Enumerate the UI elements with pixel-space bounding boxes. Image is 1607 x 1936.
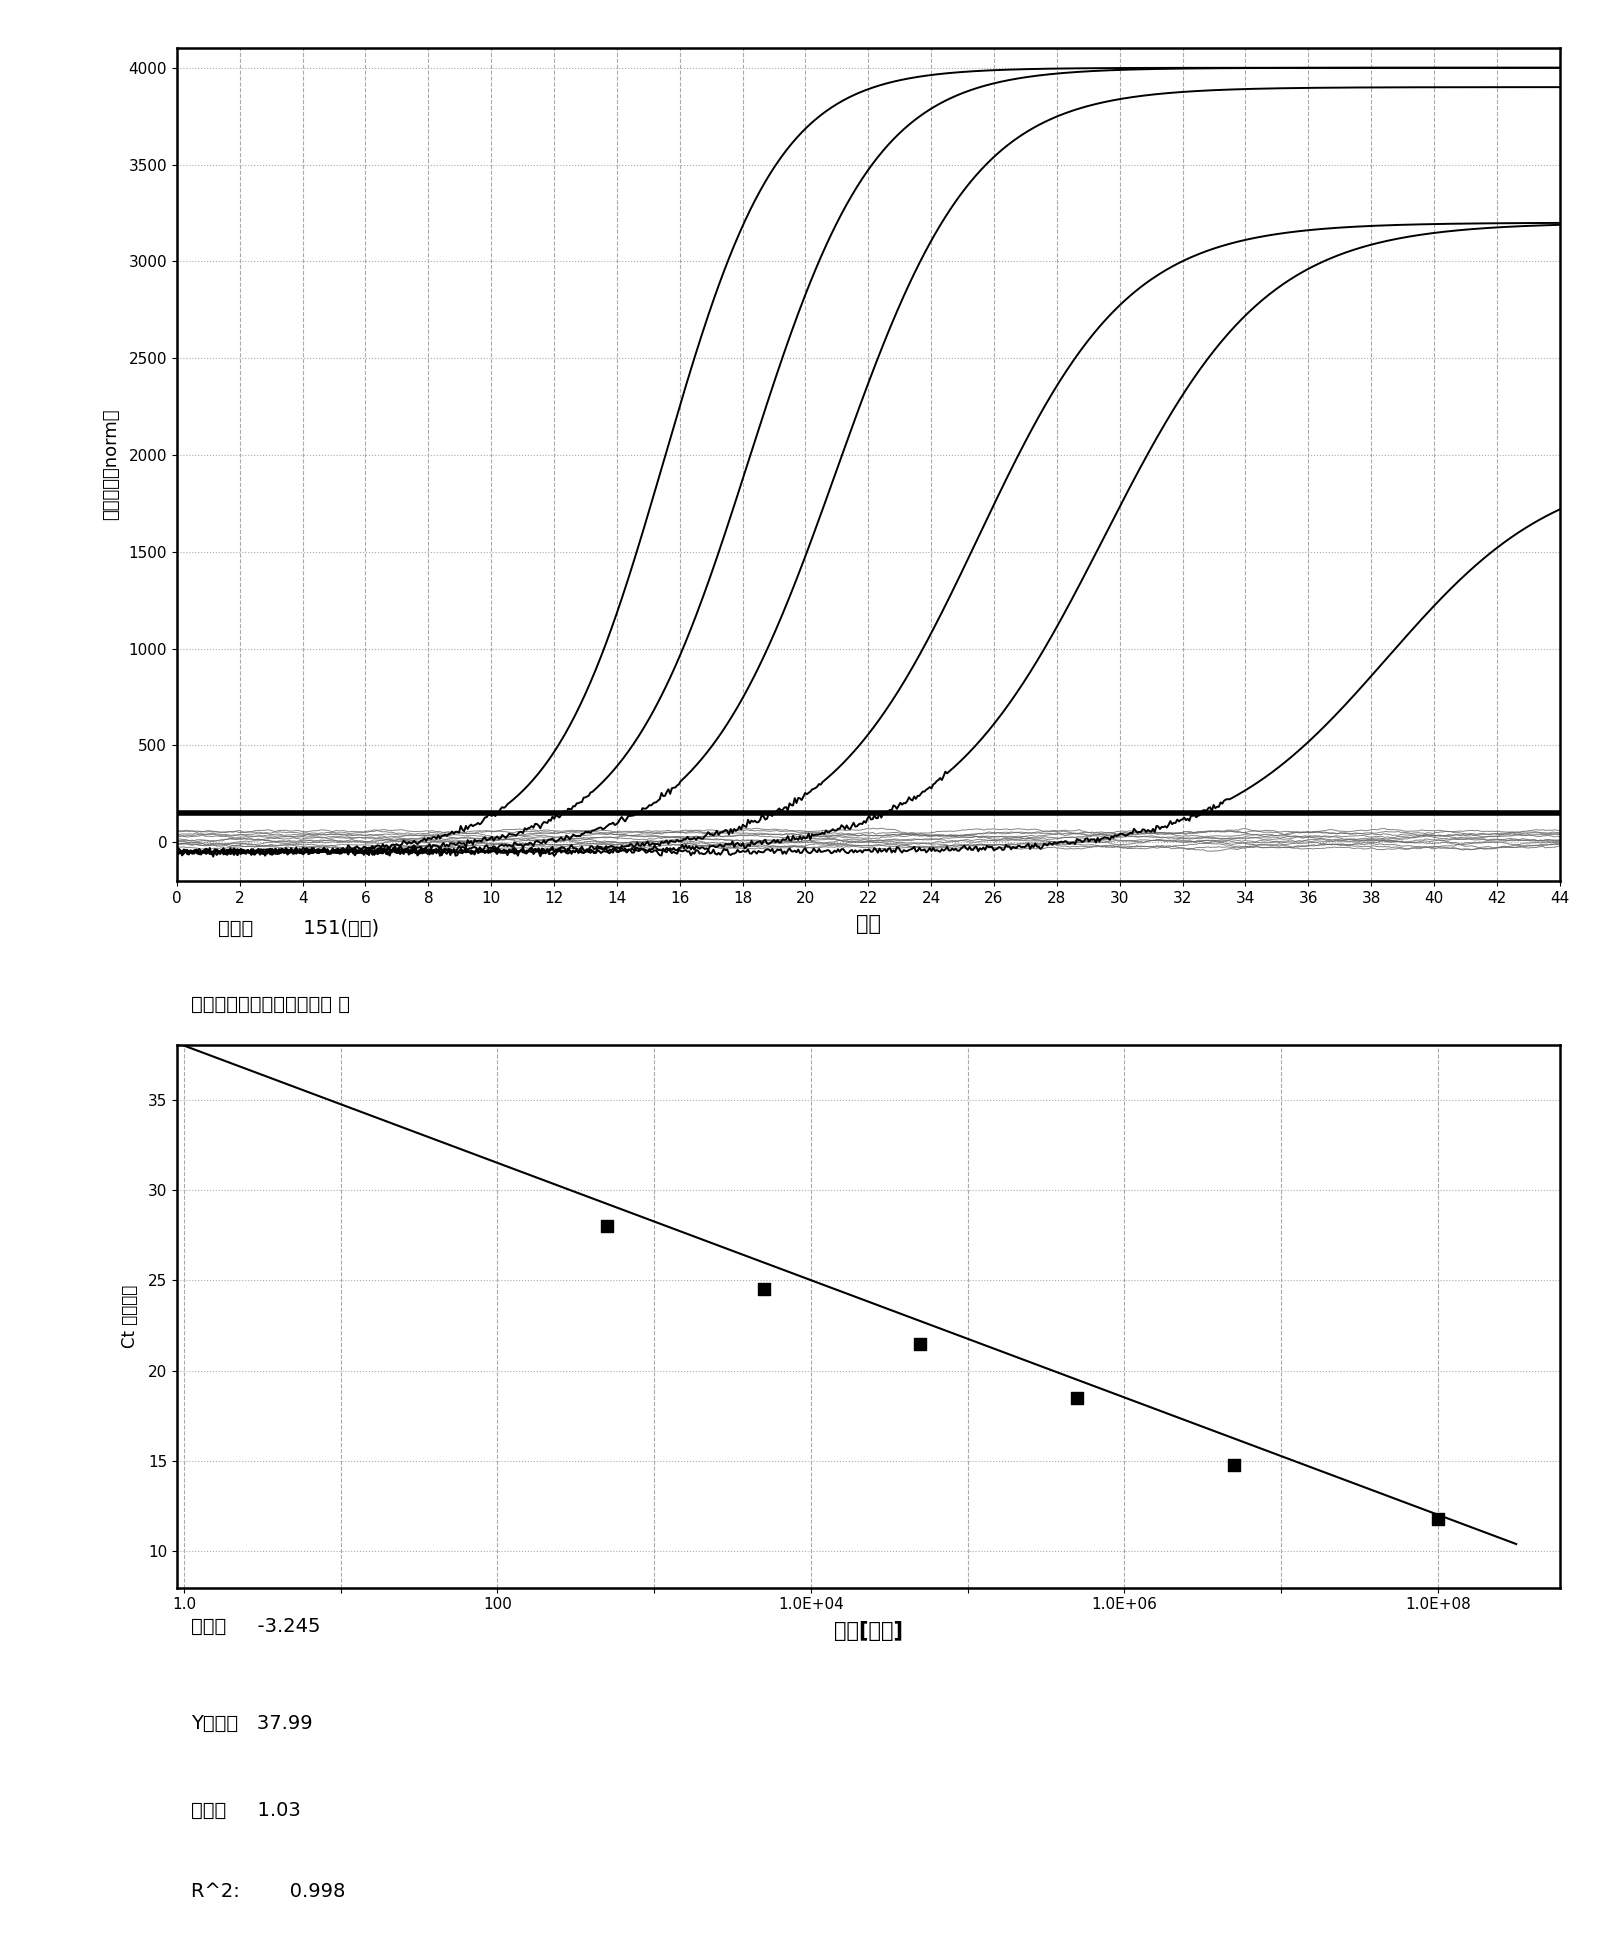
Point — [750, 1274, 776, 1305]
Point — [1220, 1450, 1245, 1481]
Point — [1424, 1504, 1450, 1535]
Y-axis label: 荧光强度（norm）: 荧光强度（norm） — [103, 408, 121, 521]
Text: 基线设定：自动，漂移校正 关: 基线设定：自动，漂移校正 关 — [191, 995, 349, 1014]
Text: R^2:        0.998: R^2: 0.998 — [191, 1882, 346, 1901]
Text: 斜率：     -3.245: 斜率： -3.245 — [191, 1617, 320, 1636]
Text: 效率：     1.03: 效率： 1.03 — [191, 1800, 301, 1820]
Point — [906, 1328, 932, 1359]
Point — [595, 1210, 620, 1241]
X-axis label: 数量[拷贝]: 数量[拷贝] — [834, 1620, 902, 1640]
X-axis label: 循环: 循环 — [855, 914, 881, 933]
Point — [1064, 1382, 1090, 1413]
Y-axis label: Ct ［循环］: Ct ［循环］ — [122, 1286, 140, 1347]
Text: 阈値：        151(噪带): 阈値： 151(噪带) — [219, 920, 379, 939]
Text: Y截距：   37.99: Y截距： 37.99 — [191, 1713, 312, 1733]
